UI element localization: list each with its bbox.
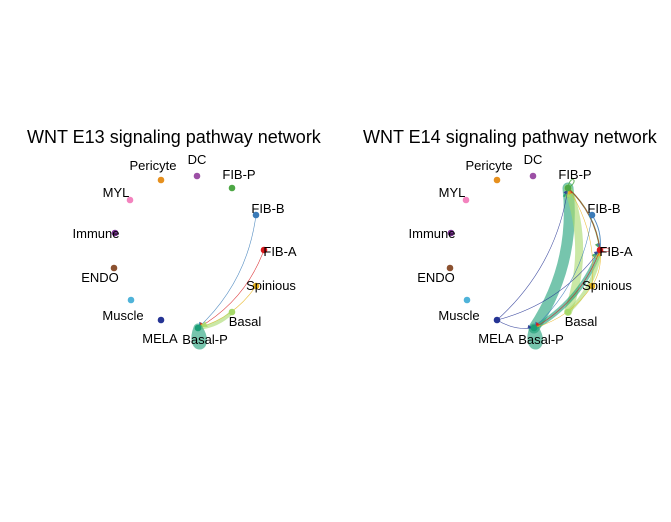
- node-label-pericyte: Pericyte: [130, 158, 177, 173]
- node-myl: [126, 196, 134, 204]
- edge-fib-b-to-basal-p: [533, 214, 593, 329]
- node-endo: [110, 264, 118, 272]
- node-label-fib-a: FIB-A: [263, 244, 297, 259]
- node-label-immune: Immune: [409, 226, 456, 241]
- node-basal: [564, 308, 572, 316]
- edge-basal-p-to-basal-p: [527, 323, 543, 350]
- node-muscle: [463, 296, 471, 304]
- edge-basal-p-to-fib-p: [528, 182, 575, 334]
- edge-fib-a-to-basal-p: [533, 249, 601, 329]
- edge-arrowhead: [535, 322, 540, 327]
- node-mela: [493, 316, 501, 324]
- node-label-pericyte: Pericyte: [466, 158, 513, 173]
- node-mela: [157, 316, 165, 324]
- node-label-mela: MELA: [142, 331, 178, 346]
- node-fib-p: [228, 184, 236, 192]
- node-label-fib-a: FIB-A: [599, 244, 633, 259]
- node-label-fib-b: FIB-B: [251, 201, 284, 216]
- edge-layer: [496, 179, 610, 350]
- node-basal: [228, 308, 236, 316]
- node-label-spinious: Spinious: [582, 278, 632, 293]
- edge-mela-to-fib-a: [496, 249, 601, 321]
- node-fib-b: [252, 211, 260, 219]
- node-label-muscle: Muscle: [438, 308, 479, 323]
- node-dc: [193, 172, 201, 180]
- node-label-myl: MYL: [439, 185, 466, 200]
- node-pericyte: [493, 176, 501, 184]
- panel-title: WNT E14 signaling pathway network: [363, 127, 658, 147]
- panel-title: WNT E13 signaling pathway network: [27, 127, 322, 147]
- node-basal-p: [530, 324, 538, 332]
- node-label-myl: MYL: [103, 185, 130, 200]
- edge-arrowhead: [593, 251, 599, 255]
- node-immune: [111, 229, 119, 237]
- node-myl: [462, 196, 470, 204]
- node-muscle: [127, 296, 135, 304]
- node-label-basal-p: Basal-P: [518, 332, 564, 347]
- node-label-endo: ENDO: [417, 270, 455, 285]
- edge-fib-a-to-basal-p: [197, 249, 265, 329]
- node-label-fib-p: FIB-P: [222, 167, 255, 182]
- node-label-dc: DC: [524, 152, 543, 167]
- node-label-mela: MELA: [478, 331, 514, 346]
- node-basal-p: [194, 324, 202, 332]
- edge-mela-to-basal-p: [496, 319, 535, 329]
- edge-basal-p-to-basal-p: [191, 323, 207, 350]
- node-spinious: [588, 282, 596, 290]
- node-fib-p: [564, 184, 572, 192]
- node-label-basal-p: Basal-P: [182, 332, 228, 347]
- panel-e13: WNT E13 signaling pathway network DC FIB-…: [27, 127, 322, 350]
- edge-spinious-to-fib-p: [567, 187, 594, 287]
- node-label-basal: Basal: [565, 314, 598, 329]
- node-spinious: [252, 282, 260, 290]
- node-label-dc: DC: [188, 152, 207, 167]
- node-fib-b: [588, 211, 596, 219]
- panel-e14: WNT E14 signaling pathway network DC FIB-…: [363, 127, 658, 350]
- edge-fib-b-to-basal-p: [197, 214, 257, 329]
- node-pericyte: [157, 176, 165, 184]
- node-immune: [447, 229, 455, 237]
- node-label-basal: Basal: [229, 314, 262, 329]
- node-dc: [529, 172, 537, 180]
- node-label-immune: Immune: [73, 226, 120, 241]
- node-fib-a: [596, 246, 604, 254]
- node-label-endo: ENDO: [81, 270, 119, 285]
- node-fib-a: [260, 246, 268, 254]
- node-label-muscle: Muscle: [102, 308, 143, 323]
- node-label-spinious: Spinious: [246, 278, 296, 293]
- node-endo: [446, 264, 454, 272]
- node-label-fib-p: FIB-P: [558, 167, 591, 182]
- node-label-fib-b: FIB-B: [587, 201, 620, 216]
- edge-arrowhead: [563, 189, 568, 195]
- edge-mela-to-fib-p: [496, 187, 569, 321]
